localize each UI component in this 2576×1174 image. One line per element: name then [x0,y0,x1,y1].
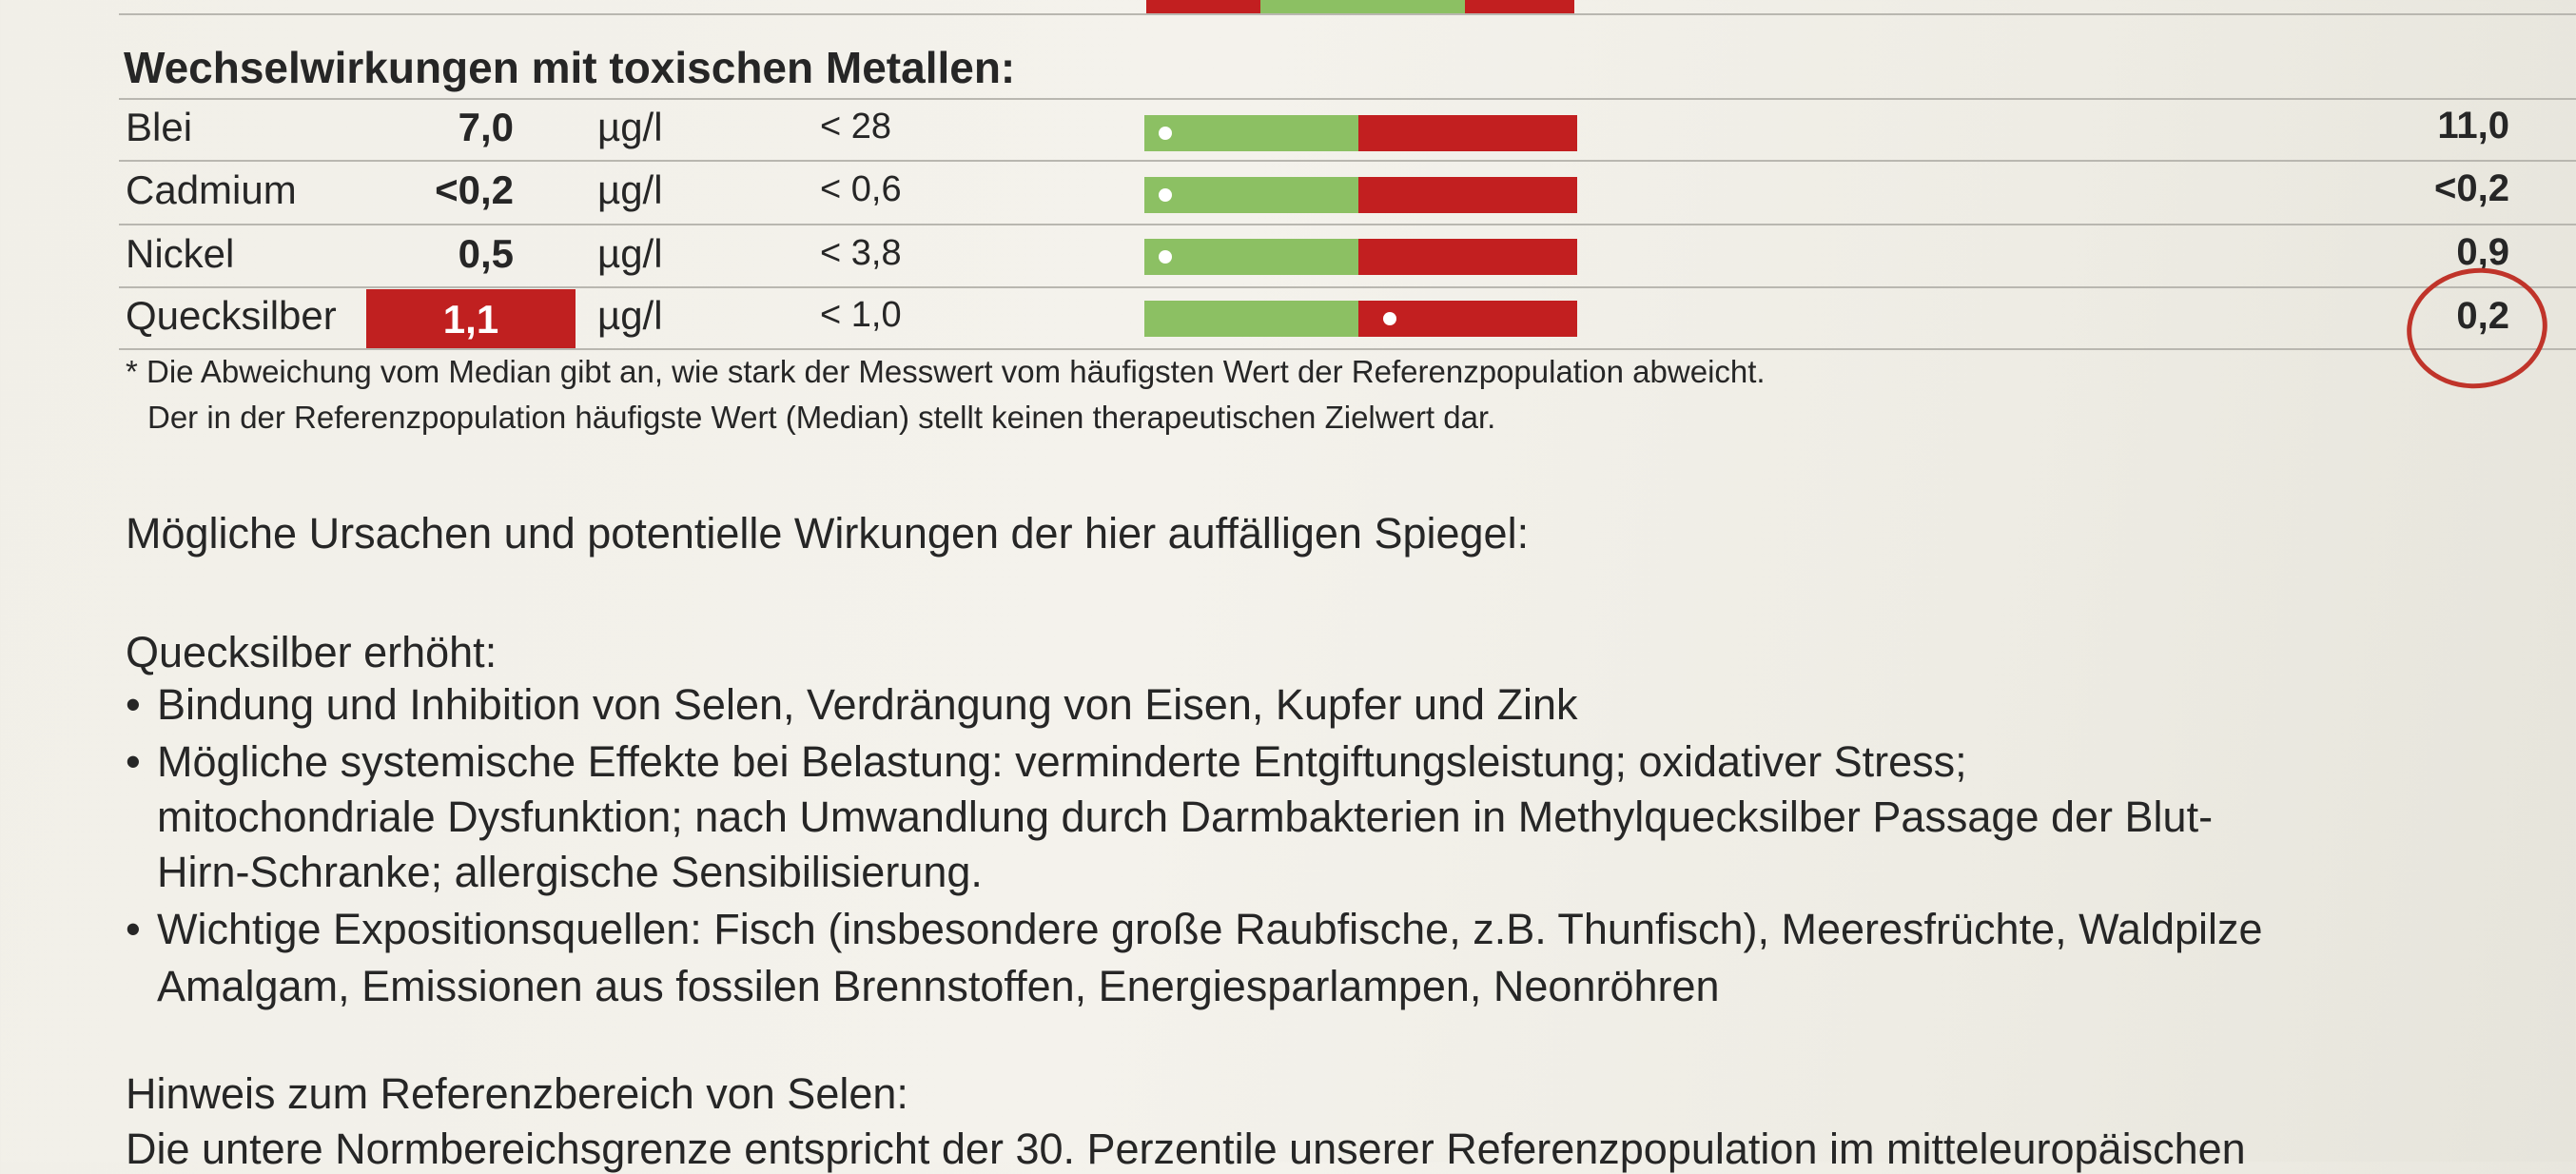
bar-abnormal-segment [1358,177,1577,213]
deviation-bar [1144,177,1577,213]
metal-name: Blei [126,105,193,149]
mercury-heading: Quecksilber erhöht: [126,628,498,676]
bar-normal-segment [1144,301,1358,337]
measured-value: <0,2 [435,167,514,212]
metal-name: Nickel [126,231,235,276]
bar-normal-segment [1144,177,1358,213]
table-rule [119,286,2576,288]
deviation-bar [1144,239,1577,275]
causes-heading: Mögliche Ursachen und potentielle Wirkun… [126,509,1530,558]
bullet-3-line-2: Amalgam, Emissionen aus fossilen Brennst… [157,962,1720,1010]
table-rule [119,98,2576,100]
prev-row-bar-green [1260,0,1465,13]
deviation-bar [1144,301,1577,337]
unit: µg/l [597,293,663,338]
bullet-3-line-1: Wichtige Expositionsquellen: Fisch (insb… [157,905,2263,953]
reference-range: < 0,6 [820,169,902,209]
previous-value: <0,2 [2434,167,2509,209]
measured-value: 0,5 [458,231,514,276]
bullet-symbol: • [126,905,141,953]
deviation-bar [1144,115,1577,151]
bar-abnormal-segment [1358,239,1577,275]
bullet-2-line-3: Hirn-Schranke; allergische Sensibilisier… [157,848,983,896]
footnote-line-1: * Die Abweichung vom Median gibt an, wie… [126,354,1766,389]
reference-range: < 1,0 [820,295,902,335]
reference-range: < 3,8 [820,233,902,273]
deviation-marker [1383,312,1396,325]
table-rule [119,348,2576,350]
prev-row-bar-red-right [1465,0,1574,13]
unit: µg/l [597,231,663,276]
measured-value: 7,0 [458,105,514,149]
bullet-1: Bindung und Inhibition von Selen, Verdrä… [157,680,1578,729]
section-title: Wechselwirkungen mit toxischen Metallen: [124,43,1016,92]
table-rule [119,224,2576,225]
abnormal-value-highlight [366,289,576,348]
bullet-symbol: • [126,737,141,786]
previous-value: 11,0 [2437,105,2509,147]
bullet-2-line-1: Mögliche systemische Effekte bei Belastu… [157,737,1967,786]
bullet-symbol: • [126,680,141,729]
top-rule [119,13,2576,15]
unit: µg/l [597,167,663,212]
handwritten-circle-annotation [2398,259,2556,398]
reference-range: < 28 [820,107,892,147]
previous-value: 0,9 [2456,231,2509,273]
footnote-line-2: Der in der Referenzpopulation häufigste … [147,400,1496,435]
table-rule [119,160,2576,162]
bullet-2-line-2: mitochondriale Dysfunktion; nach Umwandl… [157,792,2214,841]
deviation-marker [1159,127,1172,140]
selen-note-line-1: Die untere Normbereichsgrenze entspricht… [126,1125,2246,1173]
measured-value: 1,1 [442,297,499,342]
prev-row-bar-red-left [1146,0,1260,13]
metal-name: Quecksilber [126,293,337,338]
unit: µg/l [597,105,663,149]
bar-abnormal-segment [1358,115,1577,151]
previous-value: 0,2 [2456,295,2509,337]
metal-name: Cadmium [126,167,297,212]
deviation-marker [1159,188,1172,202]
deviation-marker [1159,250,1172,264]
bar-normal-segment [1144,239,1358,275]
bar-normal-segment [1144,115,1358,151]
selen-note-heading: Hinweis zum Referenzbereich von Selen: [126,1069,908,1118]
